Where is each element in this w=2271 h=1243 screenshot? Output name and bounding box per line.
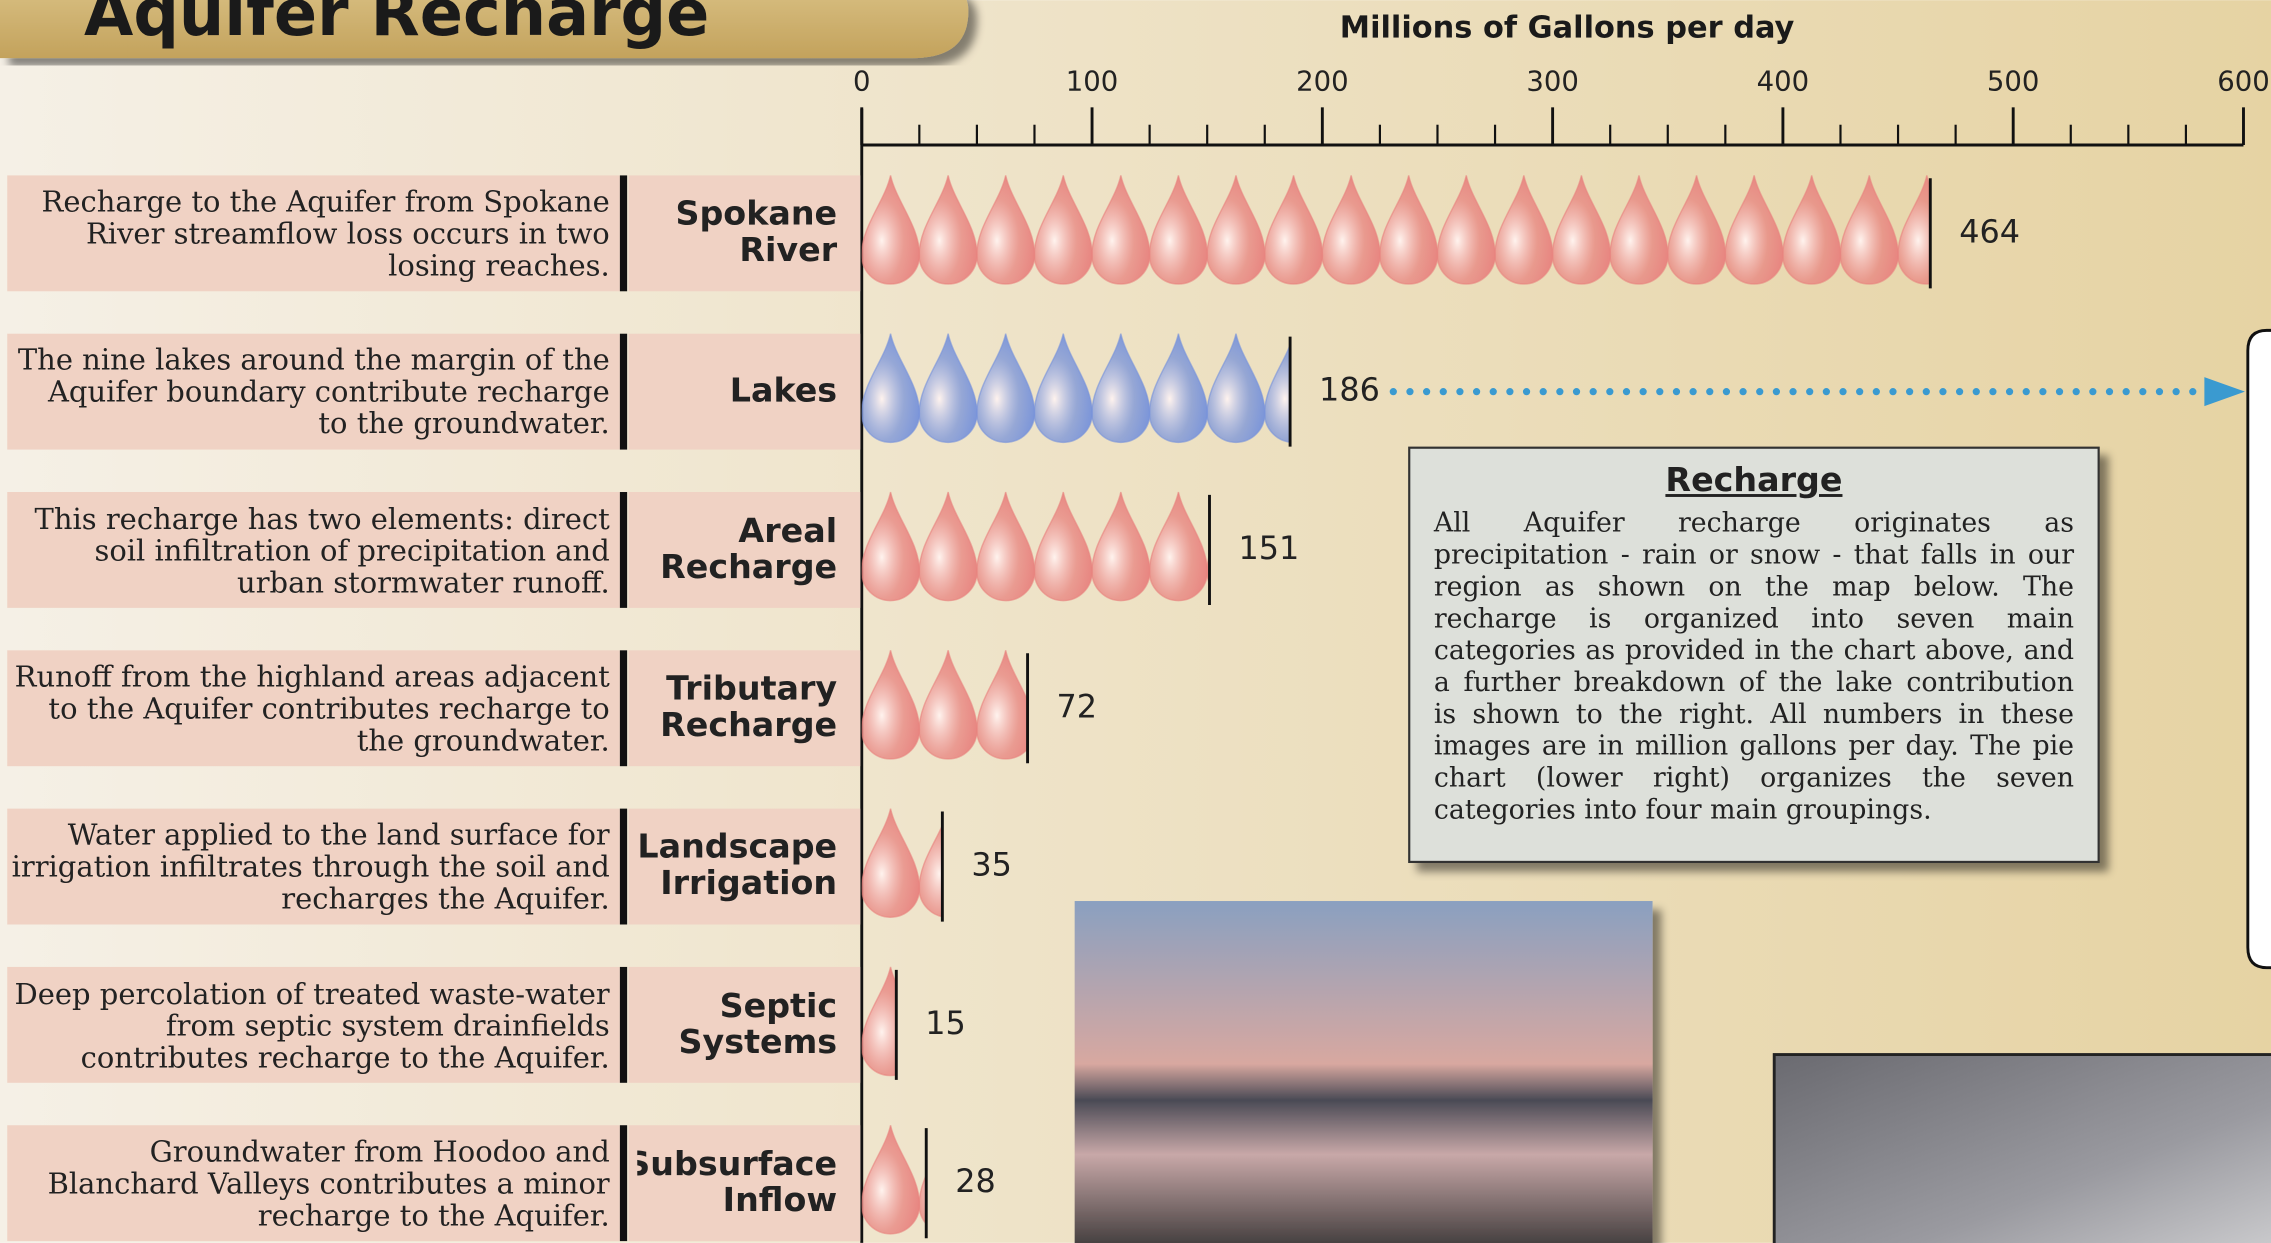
side-panel — [2248, 330, 2271, 967]
x-tick-label: 600 — [2217, 66, 2269, 98]
x-tick-label: 300 — [1526, 66, 1578, 98]
category-label: Septic Systems — [637, 967, 837, 1083]
separator — [620, 650, 627, 766]
x-tick-label: 100 — [1066, 66, 1119, 98]
category-label-box: Septic Systems — [637, 967, 837, 1083]
description: The nine lakes around the margin of the … — [12, 334, 610, 450]
description: Deep percolation of treated waste-water … — [12, 967, 610, 1083]
recharge-box-title: Recharge — [1409, 462, 2098, 500]
category-label-box: Areal Recharge — [637, 492, 837, 608]
description: Recharge to the Aquifer from Spokane Riv… — [12, 175, 610, 291]
description-box: Recharge to the Aquifer from Spokane Riv… — [12, 175, 610, 291]
category-label-box: Subsurface Inflow — [637, 1125, 837, 1241]
cloud-photo — [1774, 1055, 2271, 1243]
description-box: Groundwater from Hoodoo and Blanchard Va… — [12, 1125, 610, 1241]
x-tick-label: 400 — [1757, 66, 1809, 98]
x-tick-label: 200 — [1296, 66, 1349, 98]
value-label: 464 — [1959, 212, 2020, 250]
chart-title: Aquifer Recharge — [84, 0, 709, 51]
category-label: Areal Recharge — [637, 492, 837, 608]
description-box: This recharge has two elements: direct s… — [12, 492, 610, 608]
description: Groundwater from Hoodoo and Blanchard Va… — [12, 1125, 610, 1241]
description-box: Water applied to the land surface for ir… — [12, 809, 610, 925]
separator — [620, 175, 627, 291]
category-label-box: Lakes — [637, 334, 837, 450]
category-label: Subsurface Inflow — [637, 1125, 837, 1241]
separator — [620, 967, 627, 1083]
separator — [620, 334, 627, 450]
recharge-box-content: Recharge All Aquifer recharge originates… — [1409, 448, 2098, 862]
value-label: 72 — [1057, 687, 1098, 725]
x-axis-title: Millions of Gallons per day — [1340, 11, 1795, 46]
description: Water applied to the land surface for ir… — [12, 809, 610, 925]
category-label-box: Tributary Recharge — [637, 650, 837, 766]
category-label-box: Landscape Irrigation — [637, 809, 837, 925]
category-label: Landscape Irrigation — [637, 809, 837, 925]
value-label: 35 — [971, 846, 1012, 884]
category-label: Lakes — [637, 334, 837, 450]
value-label: 15 — [925, 1004, 966, 1042]
value-label: 186 — [1319, 371, 1380, 409]
separator — [620, 492, 627, 608]
x-tick-label: 500 — [1987, 66, 2039, 98]
description-box: The nine lakes around the margin of the … — [12, 334, 610, 450]
infographic: Aquifer Recharge Millions of Gallons per… — [0, 0, 2271, 1243]
category-label: Tributary Recharge — [637, 650, 837, 766]
value-label: 28 — [955, 1162, 996, 1200]
description-box: Runoff from the highland areas adjacent … — [12, 650, 610, 766]
recharge-box-text: All Aquifer recharge originates as preci… — [1409, 509, 2098, 828]
description: This recharge has two elements: direct s… — [12, 492, 610, 608]
separator — [620, 1125, 627, 1241]
lake-photo — [1075, 901, 1653, 1243]
description: Runoff from the highland areas adjacent … — [12, 650, 610, 766]
category-label: Spokane River — [637, 175, 837, 291]
category-label-box: Spokane River — [637, 175, 837, 291]
x-tick-label: 0 — [853, 66, 870, 98]
description-box: Deep percolation of treated waste-water … — [12, 967, 610, 1083]
separator — [620, 809, 627, 925]
drop-bar — [862, 650, 1035, 759]
value-label: 151 — [1238, 529, 1299, 567]
